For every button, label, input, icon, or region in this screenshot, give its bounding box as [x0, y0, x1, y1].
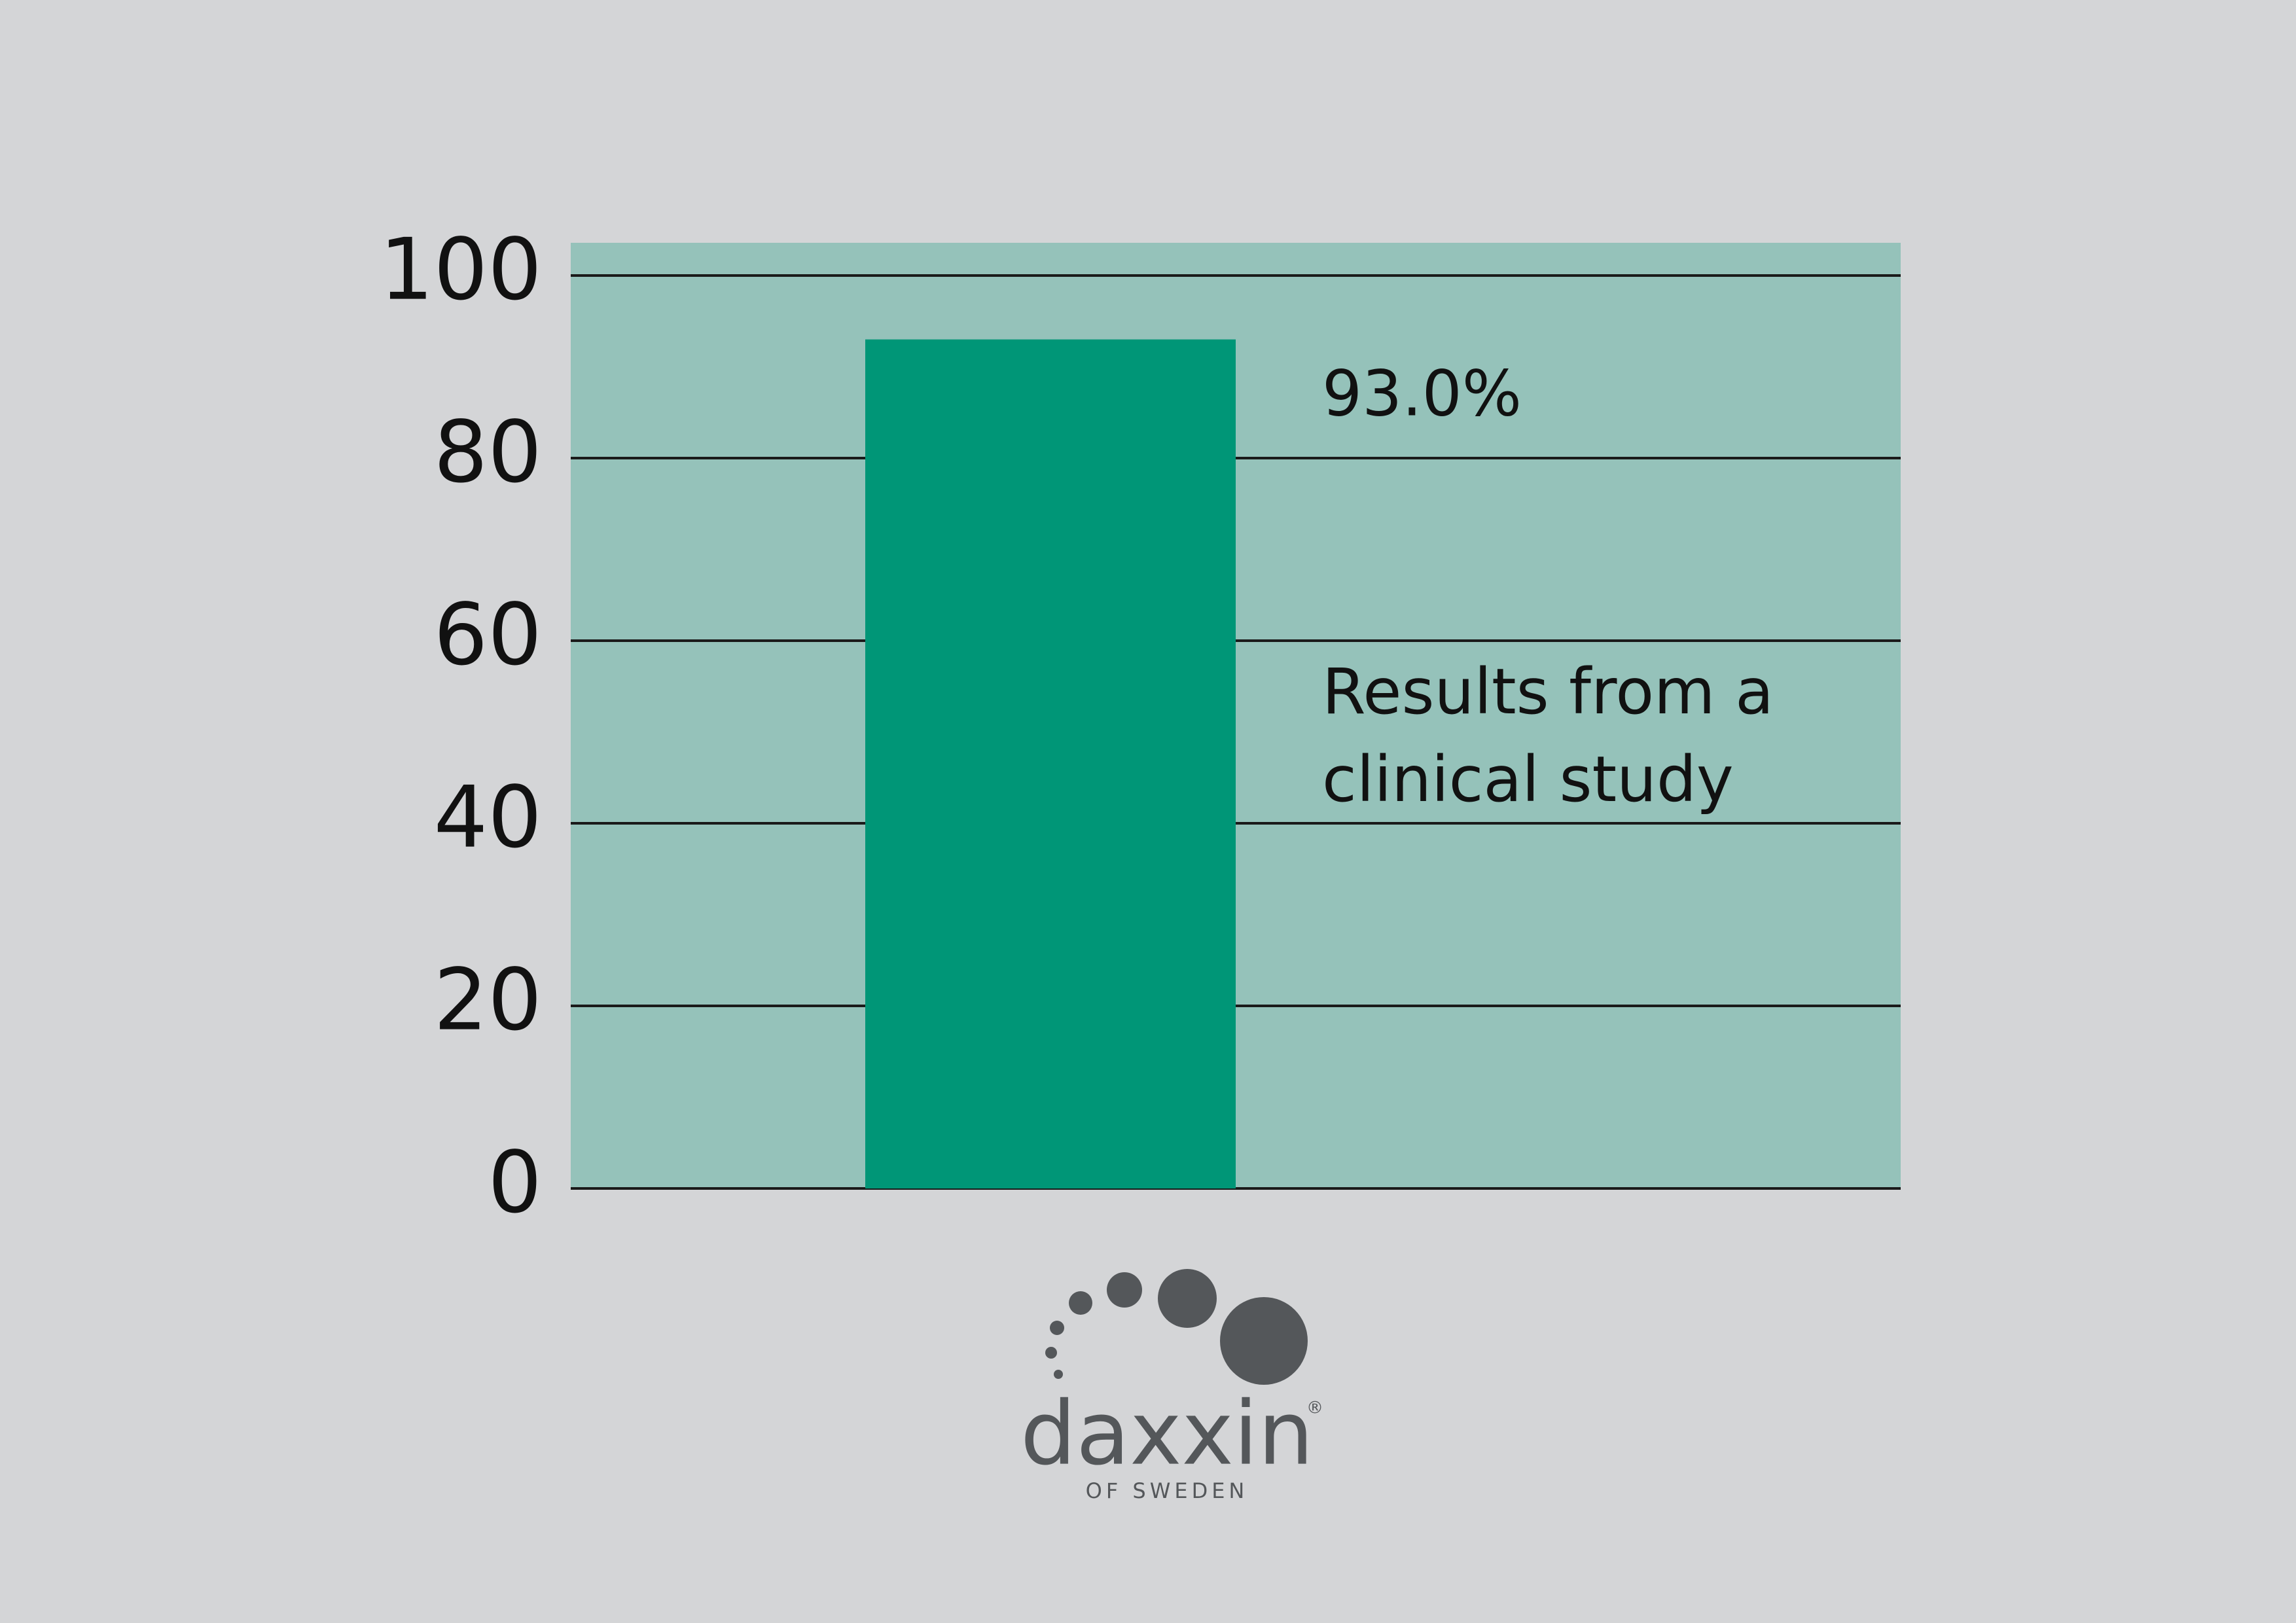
y-tick-label: 60	[434, 585, 542, 685]
bar	[865, 339, 1236, 1188]
logo-mark: ®	[1306, 1399, 1323, 1418]
y-tick-label: 40	[434, 768, 542, 867]
logo-dots	[1045, 1269, 1308, 1385]
y-tick-label: 80	[434, 402, 542, 502]
logo-tagline: OF SWEDEN	[1086, 1478, 1249, 1503]
annotation: Results from a clinical study	[1322, 655, 1774, 816]
y-tick-label: 20	[434, 950, 542, 1050]
value-label: 93.0%	[1322, 357, 1522, 430]
y-tick-label: 0	[488, 1133, 542, 1232]
logo-name: daxxin	[1020, 1383, 1314, 1485]
y-tick-label: 100	[380, 220, 542, 319]
